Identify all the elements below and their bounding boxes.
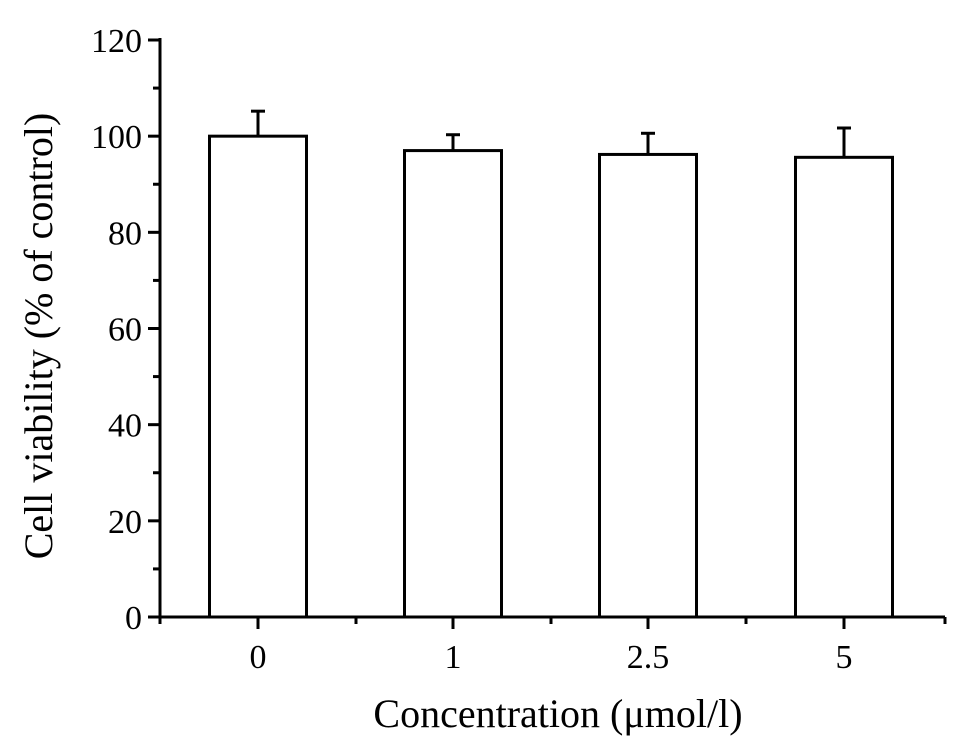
- x-tick-label-2: 2.5: [627, 639, 670, 676]
- error-bars-layer: [251, 109, 851, 158]
- y-axis-title: Cell viability (% of control): [16, 113, 61, 560]
- x-axis-title: Concentration (μmol/l): [373, 691, 742, 736]
- y-tick-label-2: 40: [108, 408, 142, 445]
- x-tick-label-1: 1: [445, 639, 462, 676]
- tick-labels-layer: 0 20 40 60 80 100 120 0 1 2.5 5: [91, 23, 853, 676]
- x-tick-label-0: 0: [250, 639, 267, 676]
- bar-1: [403, 149, 503, 619]
- y-tick-label-1: 20: [108, 504, 142, 541]
- ticks-layer: [148, 38, 947, 629]
- bar-0: [208, 134, 308, 619]
- bar-3: [794, 155, 894, 619]
- y-tick-label-0: 0: [125, 600, 142, 637]
- bar-2: [598, 152, 698, 619]
- x-tick-label-3: 5: [836, 639, 853, 676]
- bars-layer: [208, 134, 894, 619]
- y-tick-label-6: 120: [91, 23, 142, 60]
- y-tick-label-5: 100: [91, 119, 142, 156]
- y-tick-label-3: 60: [108, 312, 142, 349]
- y-tick-label-4: 80: [108, 215, 142, 252]
